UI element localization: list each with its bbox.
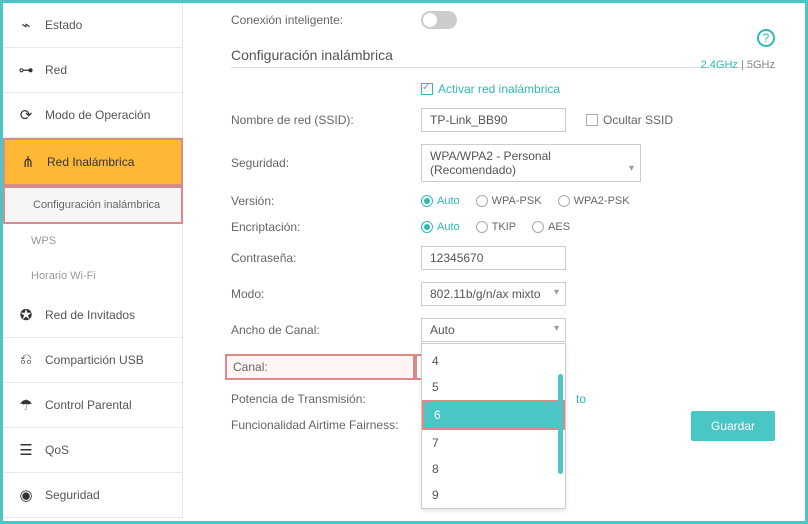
nav-modo[interactable]: ⟳ Modo de Operación [3, 93, 183, 138]
nav-wireless[interactable]: ⋔ Red Inalámbrica [3, 138, 183, 186]
version-wpa2[interactable]: WPA2-PSK [558, 195, 630, 207]
sidebar: ⌁ Estado ⊶ Red ⟳ Modo de Operación ⋔ Red Ina… [3, 3, 183, 521]
txpower-hint: to [576, 392, 586, 406]
nav-label: Red Inalámbrica [47, 155, 134, 169]
nav-label: Red de Invitados [45, 308, 135, 322]
content: ? Conexión inteligente: Configuración in… [191, 3, 805, 521]
qos-icon: ☰ [15, 441, 37, 459]
nav-label: Seguridad [45, 488, 100, 502]
channel-opt-9[interactable]: 9 [422, 482, 565, 508]
nav-guest[interactable]: ✪ Red de Invitados [3, 293, 183, 338]
nav-label: Control Parental [45, 398, 132, 412]
security-label: Seguridad: [231, 156, 421, 170]
nav-parental[interactable]: ☂ Control Parental [3, 383, 183, 428]
chwidth-select[interactable]: Auto [421, 318, 566, 342]
sub-schedule[interactable]: Horario Wi-Fi [3, 259, 183, 293]
save-button[interactable]: Guardar [691, 411, 775, 441]
channel-label: Canal: [225, 354, 415, 380]
ssid-label: Nombre de red (SSID): [231, 113, 421, 127]
network-icon: ⊶ [15, 61, 37, 79]
enc-auto[interactable]: Auto [421, 221, 460, 233]
mode-select[interactable]: 802.11b/g/n/ax mixto [421, 282, 566, 306]
nav-label: QoS [45, 443, 69, 457]
version-wpa[interactable]: WPA-PSK [476, 195, 542, 207]
nav-usb[interactable]: ⎌ Compartición USB [3, 338, 183, 383]
enc-tkip[interactable]: TKIP [476, 221, 516, 233]
cycle-icon: ⟳ [15, 106, 37, 124]
wifi-icon: ⋔ [17, 153, 39, 171]
band-24[interactable]: 2.4GHz [701, 59, 738, 71]
channel-opt-6[interactable]: 6 [422, 400, 565, 430]
security-select[interactable]: WPA/WPA2 - Personal (Recomendado) [421, 144, 641, 182]
nav-qos[interactable]: ☰ QoS [3, 428, 183, 473]
shield-icon: ◉ [15, 486, 37, 504]
encryption-label: Encriptación: [231, 220, 421, 234]
sub-wps[interactable]: WPS [3, 224, 183, 258]
enc-aes[interactable]: AES [532, 221, 570, 233]
nav-label: Estado [45, 18, 82, 32]
section-title: Configuración inalámbrica [231, 47, 775, 63]
version-auto[interactable]: Auto [421, 195, 460, 207]
dropdown-scrollbar[interactable] [558, 374, 563, 474]
hide-ssid-label: Ocultar SSID [603, 113, 673, 127]
umbrella-icon: ☂ [15, 396, 37, 414]
nav-label: Red [45, 63, 67, 77]
channel-opt-7[interactable]: 7 [422, 430, 565, 456]
enable-wifi-label: Activar red inalámbrica [438, 82, 560, 96]
nav-label: Compartición USB [45, 353, 144, 367]
nav-red[interactable]: ⊶ Red [3, 48, 183, 93]
ssid-input[interactable] [421, 108, 566, 132]
usb-icon: ⎌ [15, 351, 37, 369]
channel-dropdown[interactable]: 4 5 6 7 8 9 [421, 343, 566, 509]
hide-ssid-checkbox[interactable] [586, 114, 598, 126]
smart-conn-label: Conexión inteligente: [231, 13, 421, 27]
smart-conn-toggle[interactable] [421, 11, 457, 29]
chwidth-label: Ancho de Canal: [231, 323, 421, 337]
pulse-icon: ⌁ [15, 16, 37, 34]
band-5[interactable]: 5GHz [747, 59, 775, 71]
nav-security[interactable]: ◉ Seguridad [3, 473, 183, 518]
help-icon[interactable]: ? [757, 29, 775, 47]
enable-wifi-checkbox[interactable] [421, 83, 433, 95]
password-input[interactable] [421, 246, 566, 270]
mode-label: Modo: [231, 287, 421, 301]
password-label: Contraseña: [231, 251, 421, 265]
version-label: Versión: [231, 194, 421, 208]
channel-opt-4[interactable]: 4 [422, 348, 565, 374]
guest-icon: ✪ [15, 306, 37, 324]
sub-config[interactable]: Configuración inalámbrica [3, 186, 183, 224]
nav-label: Modo de Operación [45, 108, 150, 122]
band-links: 2.4GHz | 5GHz [701, 59, 775, 71]
channel-opt-5[interactable]: 5 [422, 374, 565, 400]
channel-opt-8[interactable]: 8 [422, 456, 565, 482]
txpower-label: Potencia de Transmisión: [231, 392, 421, 406]
nav-estado[interactable]: ⌁ Estado [3, 3, 183, 48]
airtime-label: Funcionalidad Airtime Fairness: [231, 418, 421, 432]
